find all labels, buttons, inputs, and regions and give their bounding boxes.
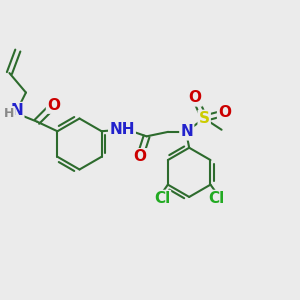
Text: O: O [134, 149, 146, 164]
Text: N: N [11, 103, 23, 118]
Text: H: H [4, 107, 14, 120]
Text: Cl: Cl [154, 191, 170, 206]
Text: O: O [189, 91, 202, 106]
Text: NH: NH [109, 122, 135, 137]
Text: O: O [47, 98, 60, 112]
Text: S: S [199, 111, 210, 126]
Text: N: N [180, 124, 193, 139]
Text: Cl: Cl [208, 191, 225, 206]
Text: O: O [218, 105, 231, 120]
